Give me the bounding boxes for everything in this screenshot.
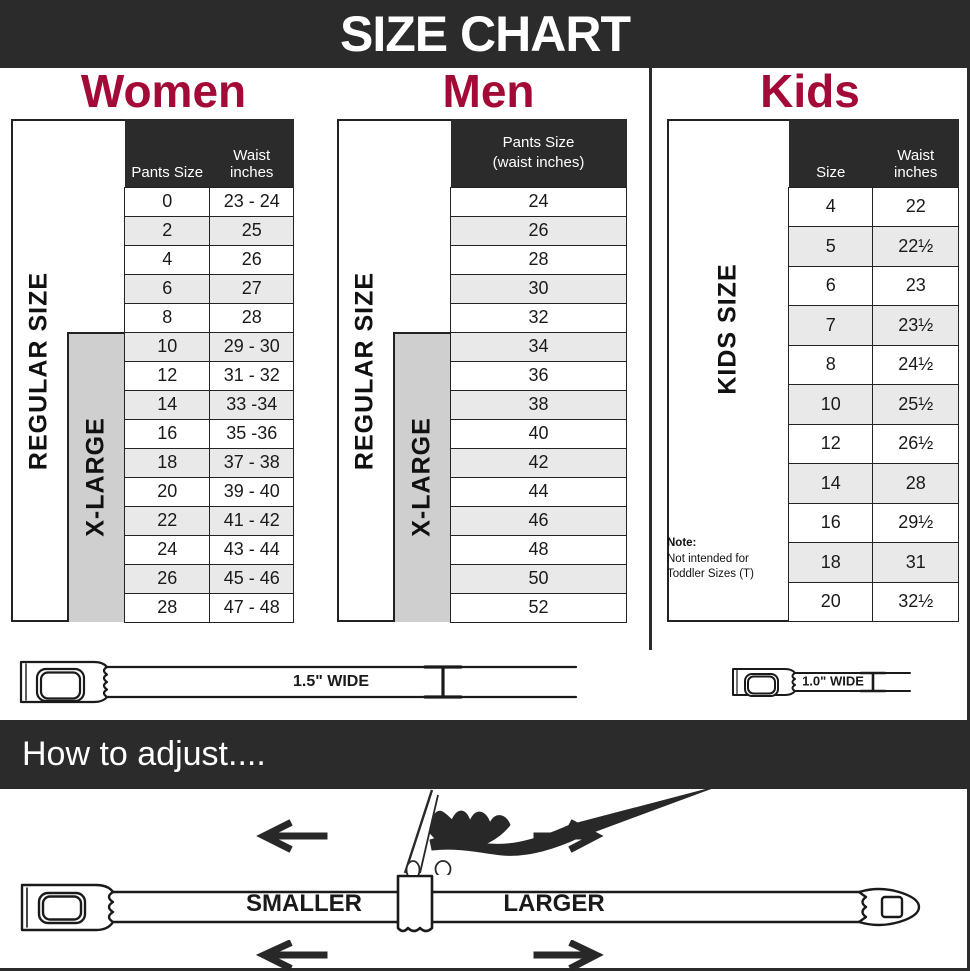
svg-text:1.5" WIDE: 1.5" WIDE bbox=[293, 673, 369, 690]
svg-text:1.0" WIDE: 1.0" WIDE bbox=[802, 674, 864, 689]
svg-text:SMALLER: SMALLER bbox=[246, 890, 362, 917]
svg-text:LARGER: LARGER bbox=[503, 890, 604, 917]
